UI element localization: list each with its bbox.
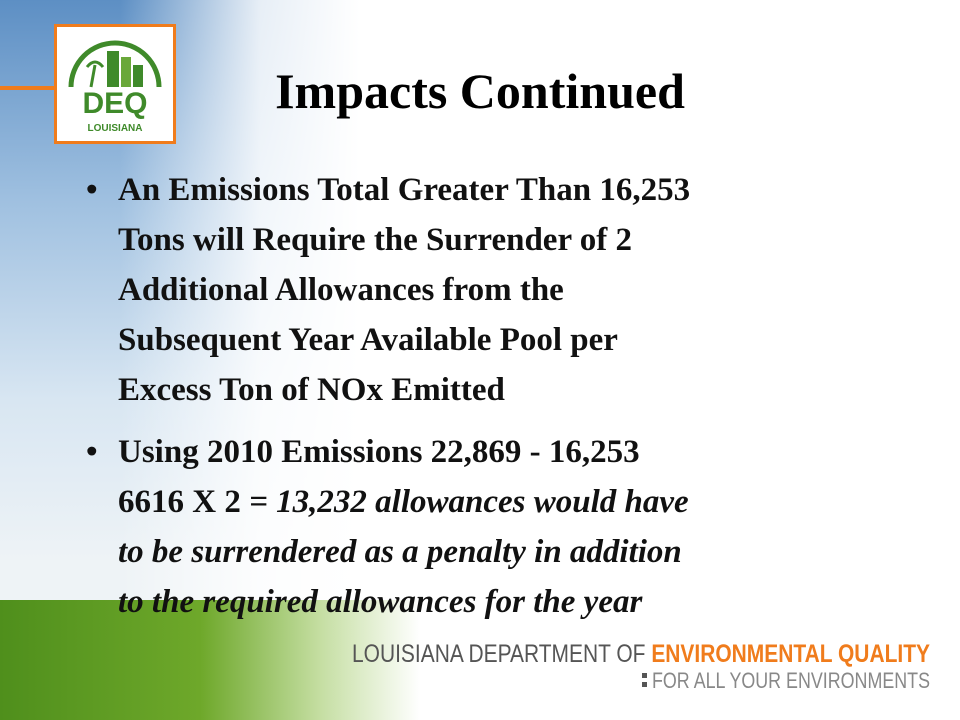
text-line: Excess Ton of NOx Emitted xyxy=(118,372,505,408)
bullet-dot: • xyxy=(86,434,98,470)
text-segment: = 13,232 allowances would have xyxy=(249,484,689,520)
text-line: Subsequent Year Available Pool per xyxy=(118,322,618,358)
grass xyxy=(0,600,960,720)
text-line: Additional Allowances from the xyxy=(118,272,564,308)
bullet: • Using 2010 Emissions 22,869 - 16,253 6… xyxy=(86,427,689,627)
footer: LOUISIANA DEPARTMENT OF ENVIRONMENTAL QU… xyxy=(352,640,930,693)
footer-title: LOUISIANA DEPARTMENT OF ENVIRONMENTAL QU… xyxy=(352,640,930,668)
text-line: 6616 X 2 = 13,232 allowances would have xyxy=(118,477,689,527)
text-line: to the required allowances for the year xyxy=(118,584,643,620)
footer-tagline: FOR ALL YOUR ENVIRONMENTS xyxy=(652,668,930,693)
text-line: Tons will Require the Surrender of 2 xyxy=(118,222,632,258)
text-line: An Emissions Total Greater Than 16,253 xyxy=(118,172,691,208)
logo-name: DEQ xyxy=(82,87,147,120)
footer-agency: ENVIRONMENTAL QUALITY xyxy=(651,640,930,668)
bullet-dot: • xyxy=(86,172,98,208)
logo-state: LOUISIANA xyxy=(88,123,143,134)
bullet: • An Emissions Total Greater Than 16,253… xyxy=(86,165,690,415)
logo-art: DEQ LOUISIANA xyxy=(68,40,162,134)
text-line: Using 2010 Emissions 22,869 - 16,253 xyxy=(118,434,640,470)
text-segment: 6616 X 2 xyxy=(118,484,250,520)
footer-department: LOUISIANA DEPARTMENT OF xyxy=(352,640,645,668)
text-line: to be surrendered as a penalty in additi… xyxy=(118,534,682,570)
slide-title: Impacts Continued xyxy=(275,63,685,119)
accent-line xyxy=(0,86,56,90)
logo: DEQ LOUISIANA xyxy=(54,24,176,144)
